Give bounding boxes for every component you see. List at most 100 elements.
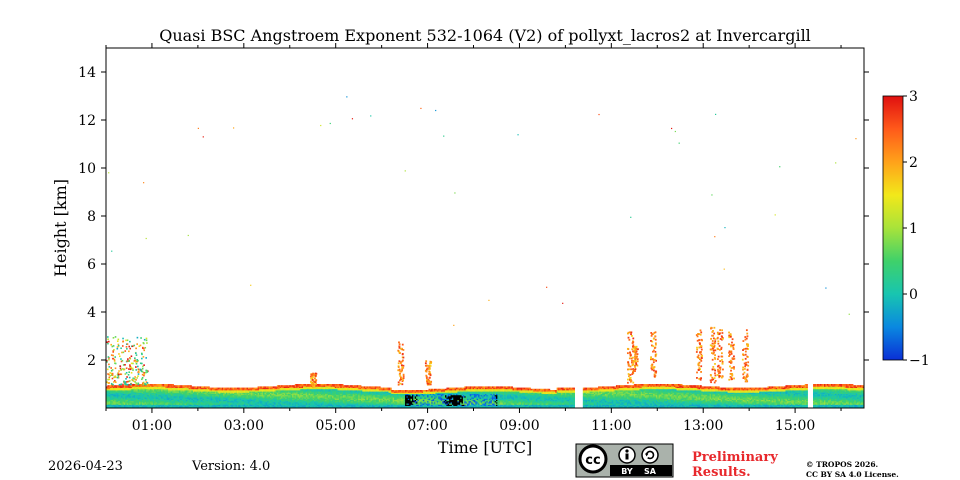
heatmap-cell [340, 393, 343, 396]
heatmap-cell [439, 404, 442, 406]
heatmap-cell [156, 394, 159, 397]
heatmap-cell [209, 406, 212, 408]
heatmap-cell [327, 398, 330, 400]
heatmap-cell [112, 399, 115, 402]
heatmap-cell [144, 396, 147, 398]
heatmap-cell [234, 399, 236, 402]
heatmap-cell [417, 396, 420, 398]
heatmap-cell [417, 391, 420, 393]
heatmap-cell [325, 391, 327, 393]
heatmap-cell [122, 394, 125, 397]
heatmap-cell [177, 388, 180, 391]
heatmap-cell [270, 393, 272, 396]
heatmap-cell [158, 398, 161, 400]
heatmap-cell [190, 388, 192, 391]
heatmap-cell [341, 398, 344, 400]
heatmap-cell [111, 386, 114, 388]
heatmap-cell [445, 399, 447, 402]
heatmap-cell [301, 388, 304, 391]
heatmap-cell [301, 396, 304, 398]
heatmap-cell [347, 405, 349, 408]
heatmap-cell [341, 385, 344, 387]
heatmap-cell [378, 398, 381, 400]
heatmap-cell [485, 404, 487, 406]
heatmap-cell [216, 387, 219, 390]
heatmap-cell [276, 404, 279, 406]
heatmap-cell [180, 403, 183, 405]
heatmap-cell [327, 388, 330, 391]
heatmap-cell [239, 388, 242, 391]
heatmap-cell [230, 404, 232, 406]
heatmap-cell [274, 391, 276, 393]
heatmap-cell [383, 406, 385, 408]
heatmap-cell [406, 398, 409, 400]
heatmap-cell [453, 388, 456, 391]
heatmap-cell [227, 403, 230, 405]
heatmap-cell [327, 393, 330, 396]
heatmap-cell [307, 399, 309, 402]
heatmap-cell [258, 390, 261, 392]
heatmap-cell [151, 394, 154, 397]
heatmap-cell [235, 394, 238, 397]
heatmap-cell [434, 394, 436, 397]
heatmap-cell [399, 405, 402, 408]
heatmap-cell [256, 398, 258, 400]
heatmap-cell [137, 406, 140, 408]
heatmap-cell [480, 391, 483, 393]
heatmap-cell [431, 391, 434, 393]
heatmap-cell [180, 405, 183, 408]
heatmap-cell [427, 405, 429, 408]
heatmap-cell [394, 390, 396, 392]
heatmap-cell [427, 394, 429, 397]
heatmap-cell [462, 400, 465, 403]
heatmap-cell [123, 394, 126, 397]
heatmap-cell [123, 406, 126, 408]
heatmap-cell [212, 403, 214, 405]
heatmap-cell [278, 391, 281, 393]
heatmap-cell [303, 393, 305, 396]
heatmap-cell [336, 405, 338, 408]
heatmap-cell [298, 396, 301, 398]
heatmap-cell [354, 388, 356, 391]
heatmap-cell [380, 399, 383, 402]
heatmap-cell [462, 388, 465, 391]
heatmap-cell [249, 404, 252, 406]
heatmap-cell [298, 402, 301, 404]
heatmap-cell [242, 405, 245, 408]
heatmap-cell [119, 386, 122, 388]
heatmap-cell [349, 398, 352, 400]
heatmap-cell [451, 392, 454, 394]
heatmap-cell [303, 394, 305, 397]
heatmap-cell [414, 394, 417, 397]
heatmap-cell [388, 388, 391, 391]
heatmap-cell [170, 385, 173, 387]
heatmap-cell [231, 388, 234, 391]
heatmap-cell [387, 392, 389, 394]
heatmap-cell [440, 404, 443, 406]
heatmap-cell [172, 388, 174, 391]
heatmap-cell [482, 397, 485, 399]
heatmap-cell [473, 397, 476, 399]
heatmap-cell [376, 403, 378, 405]
heatmap-cell [365, 397, 367, 399]
heatmap-cell [192, 391, 195, 393]
heatmap-cell [465, 390, 468, 392]
heatmap-cell [296, 405, 298, 408]
heatmap-cell [289, 393, 292, 396]
heatmap-cell [479, 386, 482, 388]
heatmap-cell [396, 406, 399, 408]
heatmap-cell [316, 403, 319, 405]
heatmap-cell [373, 399, 376, 402]
heatmap-cell [206, 399, 209, 402]
heatmap-cell [366, 397, 369, 399]
heatmap-cell [332, 384, 334, 386]
heatmap-cell [305, 391, 308, 393]
heatmap-cell [478, 390, 480, 392]
heatmap-cell [246, 397, 249, 399]
heatmap-cell [224, 387, 227, 390]
heatmap-cell [447, 390, 450, 392]
heatmap-cell [464, 400, 467, 403]
heatmap-cell [449, 396, 451, 398]
heatmap-cell [231, 397, 234, 399]
heatmap-cell [238, 397, 241, 399]
